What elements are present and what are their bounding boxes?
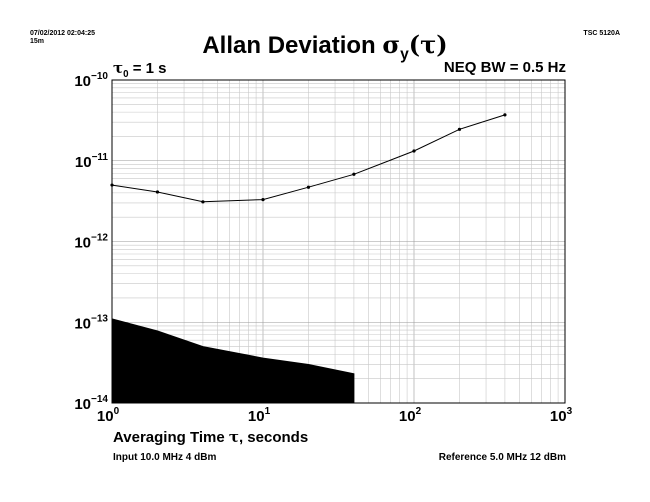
- data-point: [306, 185, 311, 189]
- bandwidth-label: NEQ BW = 0.5 Hz: [443, 59, 566, 76]
- x-tick-label: 101: [248, 406, 271, 425]
- tau0-value: = 1 s: [128, 60, 167, 77]
- y-tick-label: 10−14: [74, 394, 108, 413]
- data-point: [352, 172, 356, 176]
- x-axis-label-main: Averaging Time: [113, 429, 229, 446]
- y-tick-label: 10−11: [75, 152, 109, 171]
- noise-floor-area: [111, 318, 355, 404]
- instrument-name: TSC 5120A: [583, 30, 620, 37]
- chart-title: Allan Deviation σy(τ): [0, 30, 650, 64]
- plot-frame: [111, 79, 566, 404]
- x-axis-label-tau: τ: [228, 428, 239, 446]
- x-axis-label-suffix: , seconds: [238, 429, 309, 446]
- tau0-symbol: τ: [113, 59, 124, 77]
- title-tau: (τ): [408, 30, 448, 59]
- title-main: Allan Deviation: [202, 32, 383, 59]
- data-point: [155, 190, 160, 194]
- data-point: [201, 200, 205, 204]
- input-info: Input 10.0 MHz 4 dBm: [113, 452, 217, 463]
- y-tick-label: 10−12: [74, 233, 108, 252]
- timestamp: 07/02/2012 02:04:25: [30, 30, 95, 37]
- series-points: [110, 113, 507, 204]
- data-point: [503, 113, 507, 117]
- y-tick-label: 10−10: [74, 71, 108, 90]
- title-subscript: y: [400, 45, 409, 63]
- data-point: [412, 149, 416, 153]
- x-tick-label: 100: [97, 406, 120, 425]
- y-tick-labels: 10−10 10−11 10−12 10−13 10−14: [74, 71, 108, 413]
- noise-floor: [111, 318, 355, 404]
- tau0-subscript: 0: [123, 69, 129, 80]
- title-sigma: σ: [382, 30, 401, 59]
- tau0-label: τ0 = 1 s: [113, 59, 166, 80]
- x-axis-label: Averaging Time τ, seconds: [113, 428, 308, 446]
- x-tick-labels: 100 101 102 103: [97, 406, 573, 425]
- y-tick-label: 10−13: [74, 313, 108, 332]
- reference-info: Reference 5.0 MHz 12 dBm: [438, 452, 566, 463]
- x-tick-label: 103: [550, 406, 573, 425]
- data-point: [261, 198, 265, 202]
- duration: 15m: [30, 38, 45, 45]
- data-point: [457, 127, 462, 131]
- x-tick-label: 102: [399, 406, 422, 425]
